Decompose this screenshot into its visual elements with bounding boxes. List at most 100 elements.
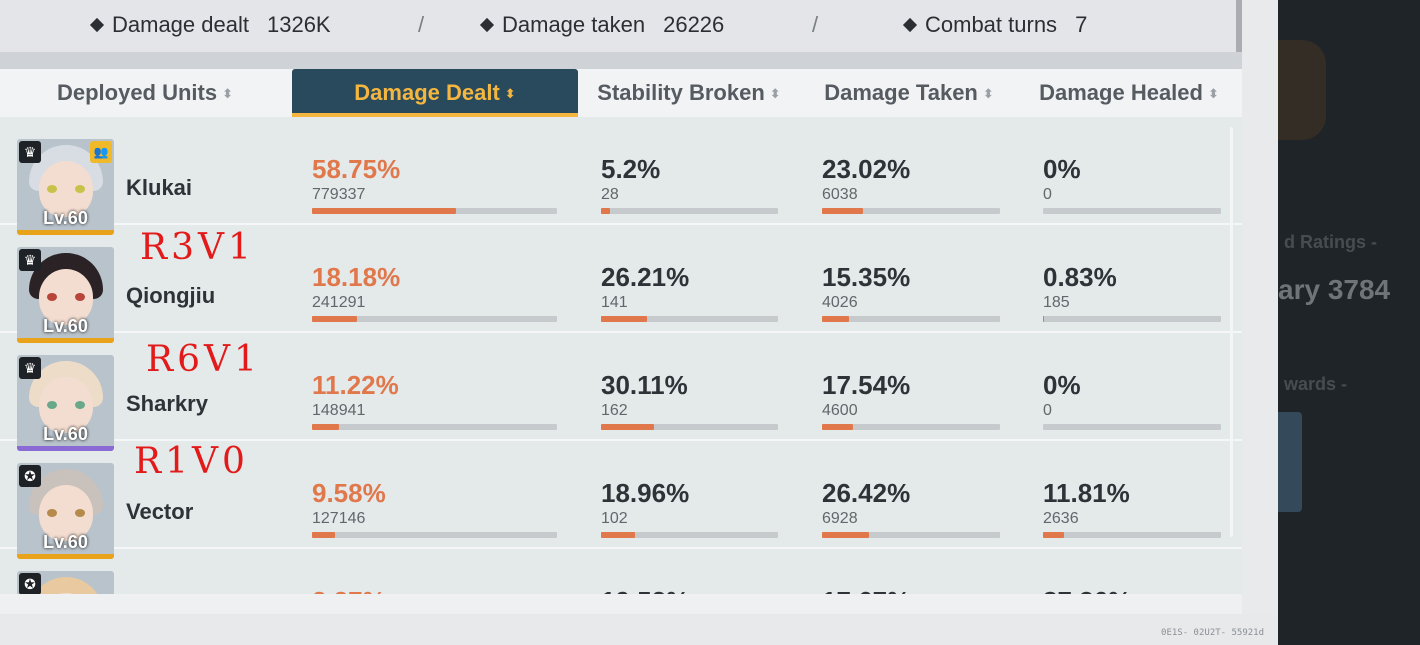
summary-combat-turns: Combat turns 7 [902, 12, 1087, 38]
unit-avatar[interactable]: ♛ Lv.60 [17, 355, 114, 451]
eyes [47, 509, 85, 517]
summary-damage-dealt: Damage dealt 1326K [89, 12, 331, 38]
table-row[interactable]: ✪ 2.27% 19.52% 17.67% 87.36% [0, 549, 1242, 597]
stat-bar [822, 424, 1000, 430]
stat-damage-dealt: 18.18% 241291 [312, 263, 557, 322]
diamond-icon [902, 17, 918, 33]
stat-percent: 18.18% [312, 262, 401, 292]
stat-percent: 58.75% [312, 154, 401, 184]
hair [29, 577, 103, 597]
eyes [47, 185, 85, 193]
scrollbar[interactable] [1230, 127, 1233, 537]
rarity-bar [17, 554, 114, 559]
class-icon: ✪ [19, 573, 41, 595]
stat-stability: 5.2% 28 [601, 155, 778, 214]
rarity-bar [17, 338, 114, 343]
stat-damage-healed: 11.81% 2636 [1043, 479, 1221, 538]
team-icon: 👥 [90, 141, 112, 163]
stat-bar-fill [601, 532, 635, 538]
panel-edge [1242, 0, 1278, 645]
stat-value: 779337 [312, 186, 366, 203]
stat-bar [312, 208, 557, 214]
unit-name: Sharkry [126, 391, 208, 416]
stat-damage-healed: 0% 0 [1043, 371, 1221, 430]
unit-avatar[interactable]: ♛ 👥 Lv.60 [17, 139, 114, 235]
stat-stability: 26.21% 141 [601, 263, 778, 322]
stat-damage-dealt: 58.75% 779337 [312, 155, 557, 214]
sort-icon: ⬍ [769, 86, 781, 101]
stat-damage-taken: 17.67% [822, 587, 1000, 597]
ratings-value: ary 3784 [1278, 274, 1391, 305]
stat-stability: 19.52% [601, 587, 778, 597]
table-fade [0, 594, 1242, 614]
stat-value: 102 [601, 510, 628, 527]
handwritten-note: R3V1 [140, 227, 255, 268]
stat-percent: 9.58% [312, 478, 386, 508]
stat-percent: 15.35% [822, 262, 911, 292]
table-row[interactable]: ✪ Lv.60 Vector 9.58% 127146 18.96% 102 2… [0, 441, 1242, 559]
unit-level: Lv.60 [43, 424, 88, 444]
stat-bar-fill [822, 208, 863, 214]
stat-value: 241291 [312, 294, 366, 311]
stat-percent: 17.54% [822, 370, 911, 400]
stat-percent: 5.2% [601, 154, 661, 184]
stat-value: 0 [1043, 186, 1052, 203]
ratings-label: d Ratings - [1284, 232, 1377, 252]
column-damage-taken[interactable]: Damage Taken ⬍ [824, 80, 994, 105]
stat-bar-fill [312, 532, 335, 538]
table-row[interactable]: ♛ Lv.60 Sharkry 11.22% 148941 30.11% 162… [0, 333, 1242, 451]
combat-stats-table: Deployed Units ⬍ Damage Dealt ⬍ Stability … [0, 69, 1242, 614]
unit-avatar[interactable]: ✪ Lv.60 [17, 463, 114, 559]
stat-bar-fill [312, 208, 456, 214]
class-icon: ♛ [19, 141, 41, 163]
footer-code: 0E1S- 02U2T- 55921d [1161, 628, 1264, 638]
rarity-bar [17, 230, 114, 235]
unit-level: Lv.60 [43, 532, 88, 552]
unit-level: Lv.60 [43, 208, 88, 228]
column-damage-healed[interactable]: Damage Healed ⬍ [1039, 80, 1219, 105]
stat-damage-dealt: 2.27% [312, 587, 557, 597]
stat-percent: 0.83% [1043, 262, 1117, 292]
stat-percent: 30.11% [601, 370, 688, 400]
stat-percent: 11.22% [312, 370, 399, 400]
stat-damage-dealt: 9.58% 127146 [312, 479, 557, 538]
eyes [47, 401, 85, 409]
stat-percent: 11.81% [1043, 478, 1130, 508]
stat-damage-taken: 23.02% 6038 [822, 155, 1000, 214]
stat-bar [601, 316, 778, 322]
stat-value: 141 [601, 294, 628, 311]
column-stability-broken[interactable]: Stability Broken ⬍ [597, 80, 781, 105]
unit-avatar[interactable]: ♛ Lv.60 [17, 247, 114, 343]
stat-percent: 87.36% [1043, 587, 1221, 597]
stat-bar [1043, 316, 1221, 322]
background-right-panel: d Ratings - ary 3784 wards - [1278, 0, 1420, 645]
class-icon: ♛ [19, 357, 41, 379]
stat-bar-fill [601, 208, 610, 214]
stat-bar-fill [1043, 316, 1044, 322]
stat-value: 2636 [1043, 510, 1079, 527]
stat-percent: 18.96% [601, 478, 690, 508]
unit-level: Lv.60 [43, 316, 88, 336]
stat-bar-fill [312, 316, 357, 322]
unit-name: Qiongjiu [126, 283, 216, 308]
rarity-bar [17, 446, 114, 451]
sort-icon: ⬍ [222, 86, 234, 101]
handwritten-note: R6V1 [146, 339, 261, 380]
stat-bar [822, 208, 1000, 214]
unit-avatar[interactable]: ✪ [17, 571, 114, 597]
stat-bar [312, 424, 557, 430]
table-body[interactable]: ♛ 👥 Lv.60 Klukai 58.75% 779337 5.2% 28 2… [0, 117, 1242, 597]
stat-damage-healed: 87.36% [1043, 587, 1221, 597]
stat-damage-dealt: 11.22% 148941 [312, 371, 557, 430]
class-icon: ♛ [19, 249, 41, 271]
diamond-icon [479, 17, 495, 33]
stat-bar [601, 208, 778, 214]
column-deployed-units[interactable]: Deployed Units ⬍ [56, 80, 234, 105]
stat-damage-taken: 17.54% 4600 [822, 371, 1000, 430]
diamond-icon [89, 17, 105, 33]
sort-icon: ⬍ [1207, 86, 1219, 101]
column-damage-dealt[interactable]: Damage Dealt ⬍ [292, 69, 578, 117]
stat-damage-healed: 0.83% 185 [1043, 263, 1221, 322]
table-row[interactable]: ♛ Lv.60 Qiongjiu 18.18% 241291 26.21% 14… [0, 225, 1242, 343]
table-row[interactable]: ♛ 👥 Lv.60 Klukai 58.75% 779337 5.2% 28 2… [0, 117, 1242, 235]
